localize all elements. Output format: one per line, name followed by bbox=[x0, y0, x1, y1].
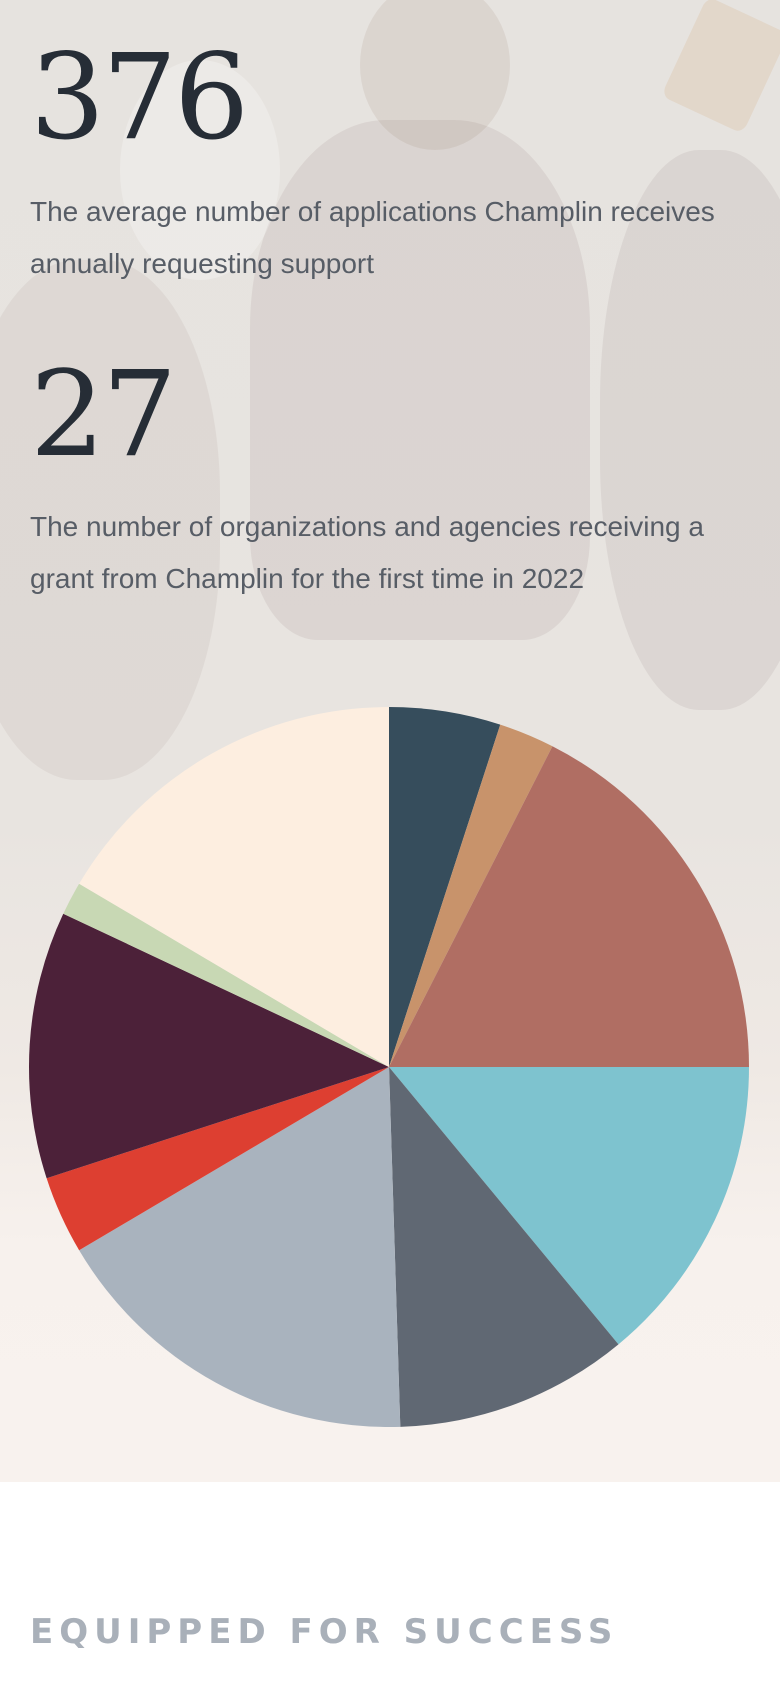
pie-slice bbox=[389, 707, 501, 1067]
stats-hero-section: 376 The average number of applications C… bbox=[0, 0, 780, 1482]
pie-chart bbox=[27, 705, 751, 1429]
pie-slice bbox=[63, 883, 389, 1067]
pie-slice bbox=[28, 913, 389, 1179]
pie-slice bbox=[46, 1067, 390, 1251]
stat-number: 27 bbox=[30, 345, 177, 483]
pie-chart-svg bbox=[28, 707, 749, 1427]
stat-first-time-grants: 27 The number of organizations and agenc… bbox=[30, 355, 750, 605]
stat-number: 376 bbox=[30, 28, 249, 166]
pie-slice bbox=[389, 1067, 619, 1427]
pie-slice bbox=[389, 1067, 749, 1345]
pie-slice bbox=[79, 1067, 401, 1427]
stat-applications: 376 The average number of applications C… bbox=[30, 38, 750, 290]
pie-slice bbox=[79, 707, 389, 1067]
stat-description: The number of organizations and agencies… bbox=[30, 511, 704, 594]
stat-description: The average number of applications Champ… bbox=[30, 196, 715, 279]
section-heading: EQUIPPED FOR SUCCESS bbox=[30, 1612, 619, 1652]
pie-slice bbox=[389, 746, 749, 1067]
pie-slice bbox=[389, 724, 553, 1067]
